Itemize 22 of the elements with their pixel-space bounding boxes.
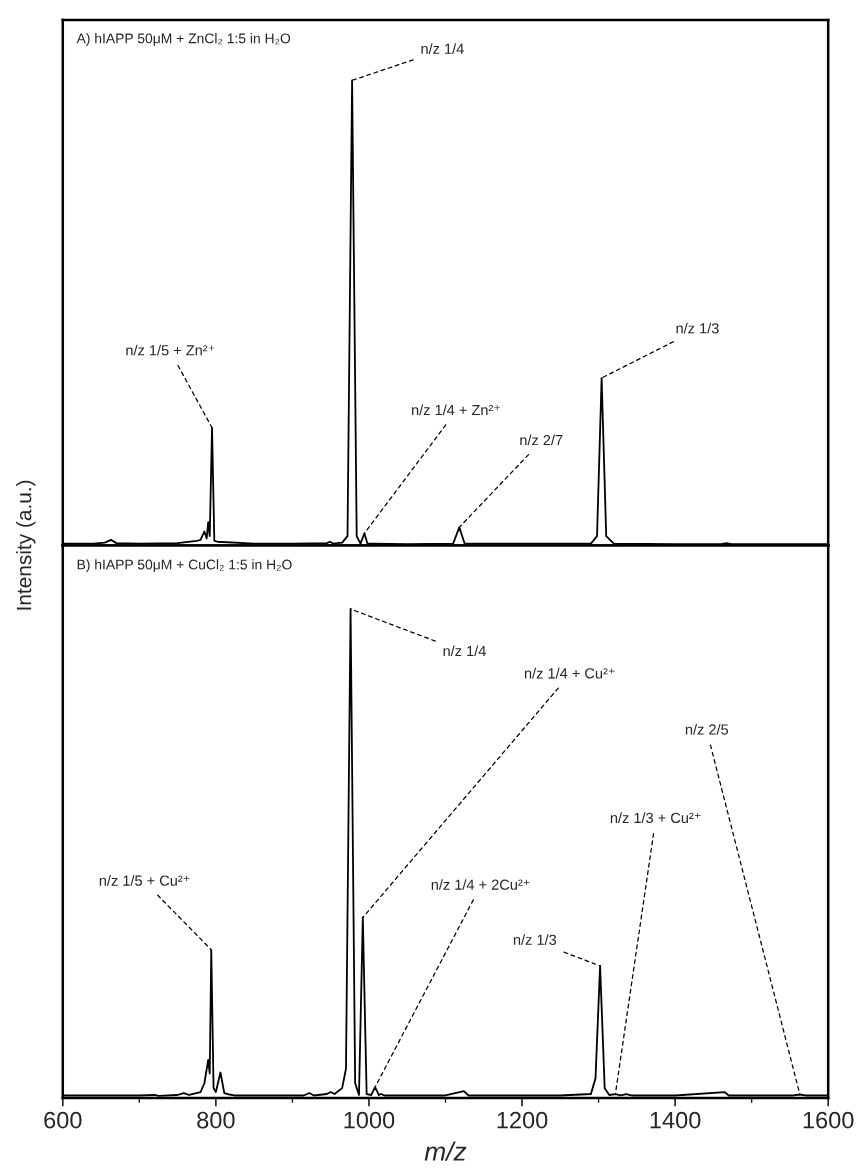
x-axis-title: m/z: [424, 1141, 467, 1161]
annotation: n/z 1/3: [676, 322, 719, 334]
chart-title: B) hIAPP 50μM + CuCl₂ 1:5 in H₂O: [77, 559, 292, 573]
annotation: n/z 1/5 + Cu²⁺: [99, 875, 190, 886]
x-tick-label: 1000: [344, 1111, 395, 1129]
annotation: n/z 1/3: [513, 934, 557, 945]
x-tick-label: 1400: [650, 1111, 701, 1129]
chart-title: A) hIAPP 50μM + ZnCl₂ 1:5 in H₂O: [76, 33, 291, 47]
annotation: n/z 2/5: [685, 723, 729, 735]
y-axis-title: Intensity (a.u.): [16, 480, 36, 610]
annotation: n/z 1/4: [443, 645, 486, 657]
x-tick-label: 600: [44, 1111, 82, 1129]
x-tick-label: 1600: [803, 1111, 854, 1129]
annotation: n/z 1/3 + Cu²⁺: [610, 812, 701, 824]
x-tick-label: 800: [197, 1111, 235, 1129]
annotation: n/z 2/7: [520, 434, 563, 446]
annotation: n/z 1/4: [421, 43, 464, 54]
annotation: n/z 1/5 + Zn²⁺: [126, 344, 215, 356]
annotation: n/z 1/4 + 2Cu²⁺: [431, 879, 530, 890]
annotation: n/z 1/4 + Zn²⁺: [412, 404, 501, 416]
x-tick-label: 1200: [497, 1111, 548, 1129]
annotation: n/z 1/4 + Cu²⁺: [524, 667, 615, 679]
